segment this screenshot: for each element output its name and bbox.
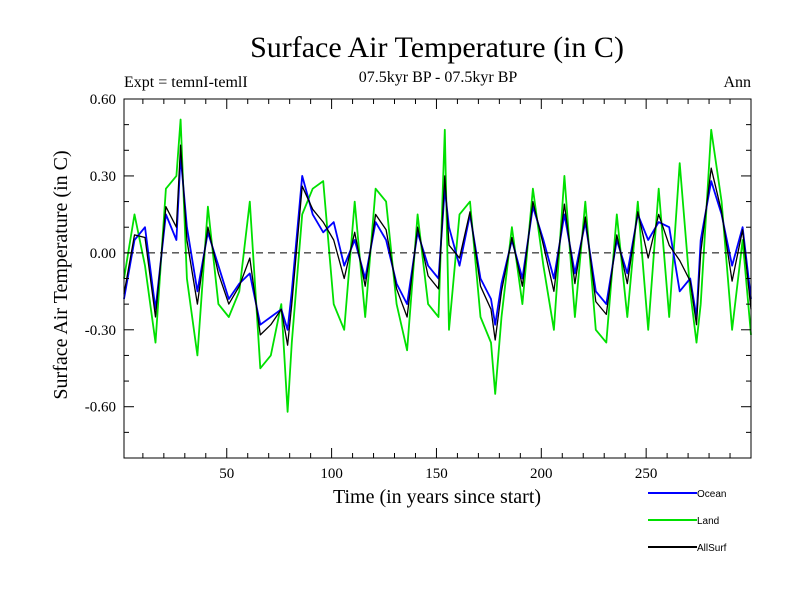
legend: Ocean Land AllSurf [648, 489, 727, 554]
x-tick-label: 250 [635, 466, 658, 482]
x-tick-label: 100 [320, 466, 343, 482]
legend-label-land: Land [697, 516, 719, 527]
expt-label: Expt = temnI-temlI [124, 74, 248, 91]
y-tick-label: 0.30 [90, 169, 116, 185]
y-tick-label: 0.00 [90, 246, 116, 262]
y-tick-label: -0.60 [85, 400, 116, 416]
y-tick-label: -0.30 [85, 323, 116, 339]
legend-label-ocean: Ocean [697, 489, 726, 500]
x-tick-label: 50 [219, 466, 234, 482]
season-label: Ann [723, 74, 751, 91]
legend-label-allsurf: AllSurf [697, 543, 727, 554]
series-line-allsurf [123, 144, 752, 346]
y-axis-title: Surface Air Temperature (in C) [50, 150, 72, 399]
x-tick-label: 150 [425, 466, 448, 482]
chart-title: Surface Air Temperature (in C) [250, 31, 624, 64]
x-tick-label: 200 [530, 466, 553, 482]
x-axis-title: Time (in years since start) [333, 486, 541, 508]
y-tick-label: 0.60 [90, 92, 116, 108]
series-layer [123, 118, 752, 413]
chart-subtitle: 07.5kyr BP - 07.5kyr BP [359, 69, 518, 86]
ticks-layer: 50 100 150 200 250 -0.60 -0.30 0.00 0.30 0.60 [85, 92, 751, 482]
